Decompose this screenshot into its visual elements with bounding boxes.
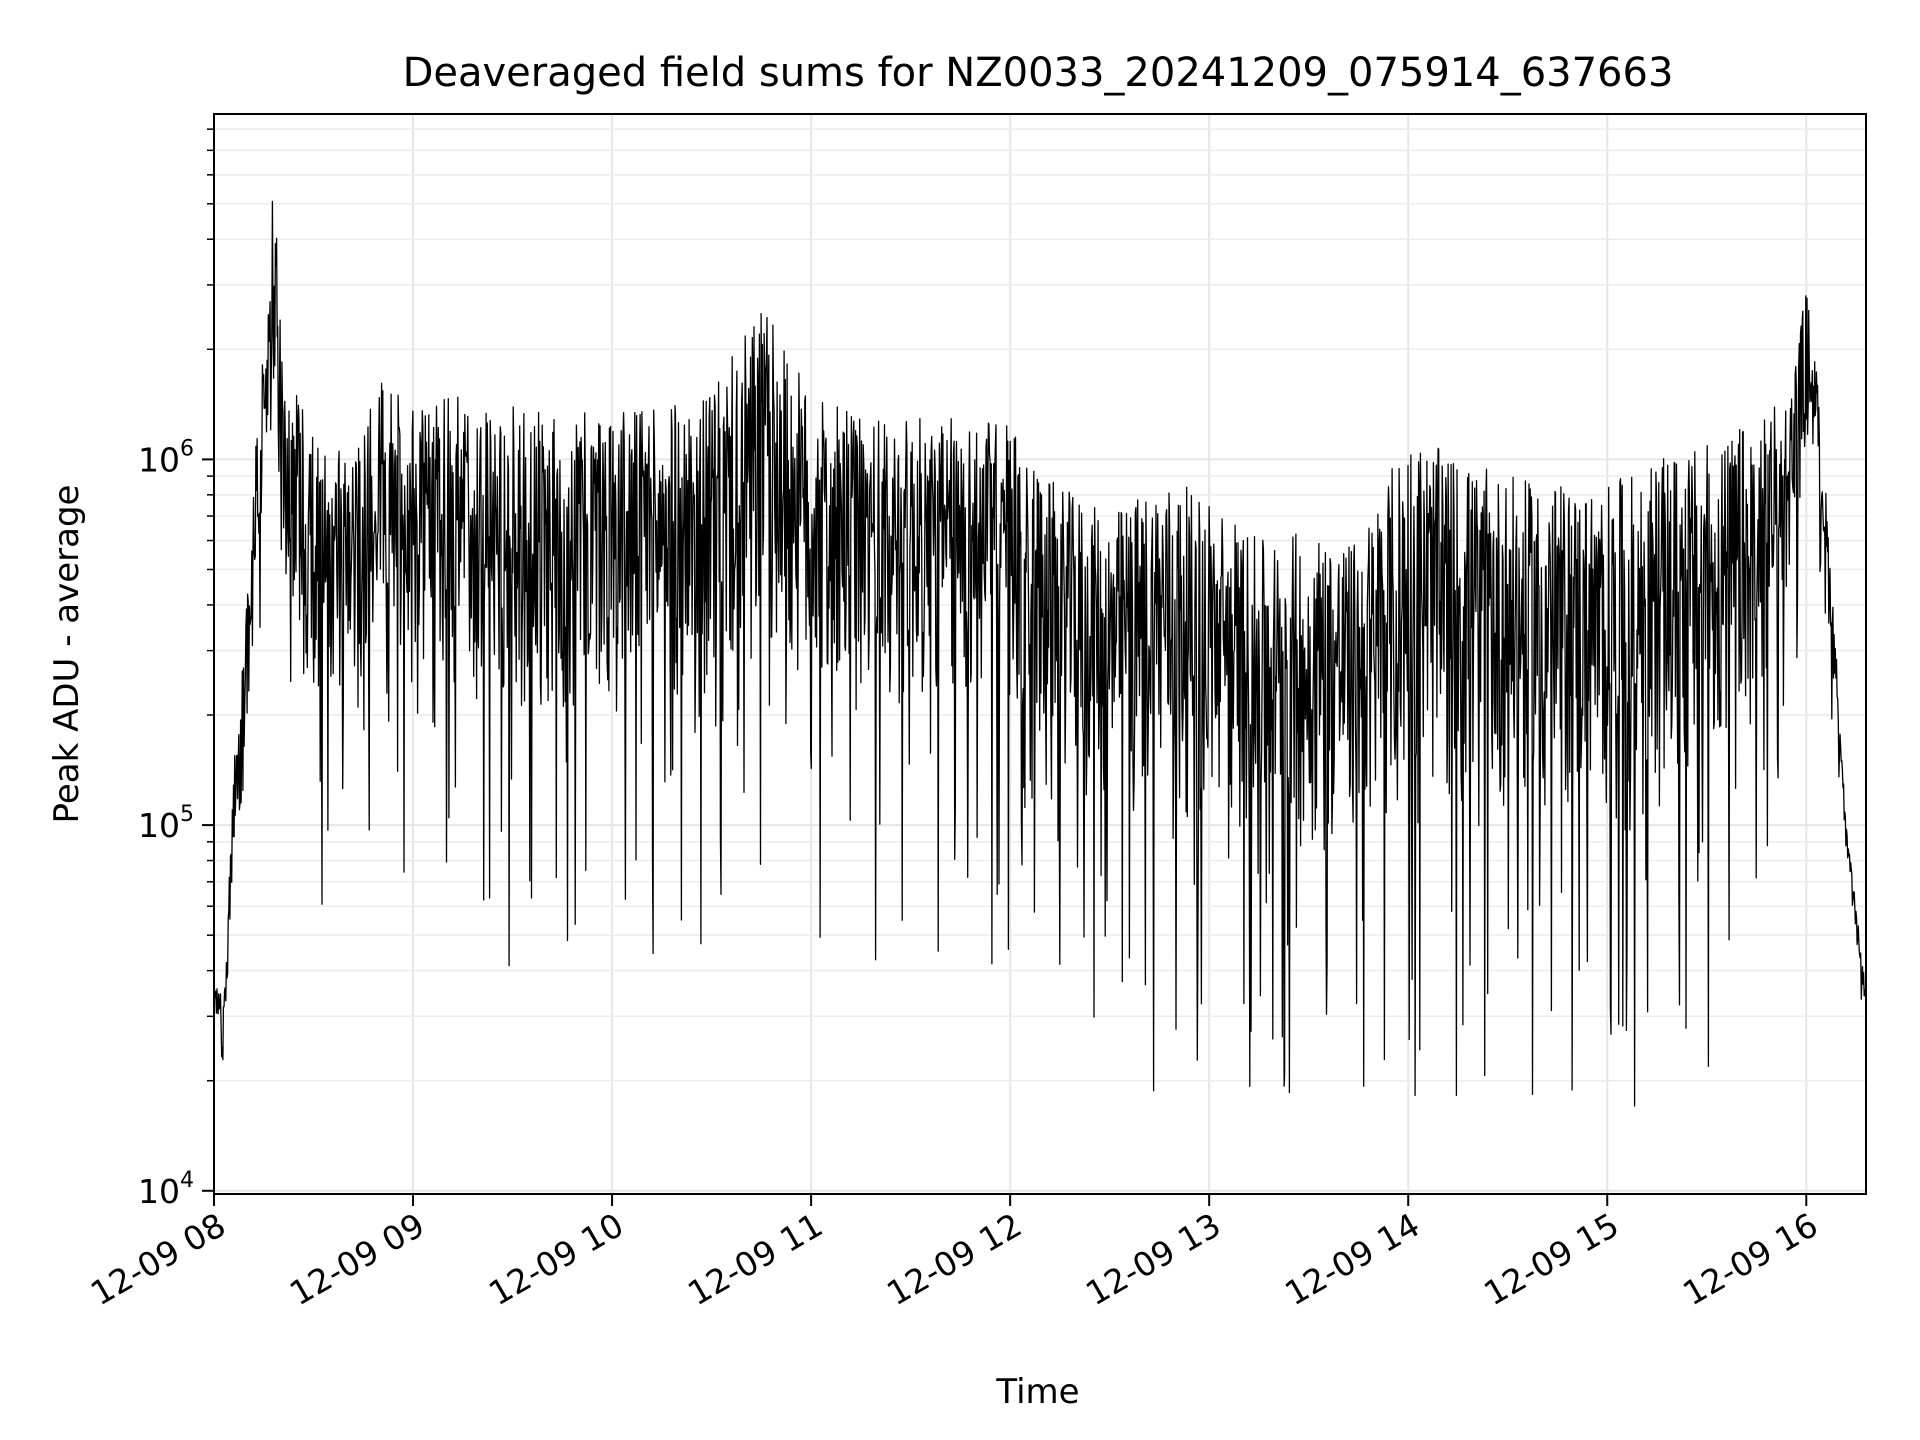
- y-axis-label: Peak ADU - average: [47, 485, 87, 824]
- y-tick-label: 106: [138, 436, 194, 479]
- series-line: [214, 200, 1866, 1107]
- data-series: [214, 200, 1866, 1107]
- y-tick-label: 104: [138, 1168, 194, 1211]
- y-axis: 104 105 106: [138, 128, 214, 1211]
- plot-area-frame: [213, 113, 1867, 1195]
- y-tick-label: 105: [138, 802, 194, 845]
- x-axis-label: Time: [995, 1372, 1079, 1412]
- chart-title: Deaveraged field sums for NZ0033_2024120…: [403, 50, 1674, 96]
